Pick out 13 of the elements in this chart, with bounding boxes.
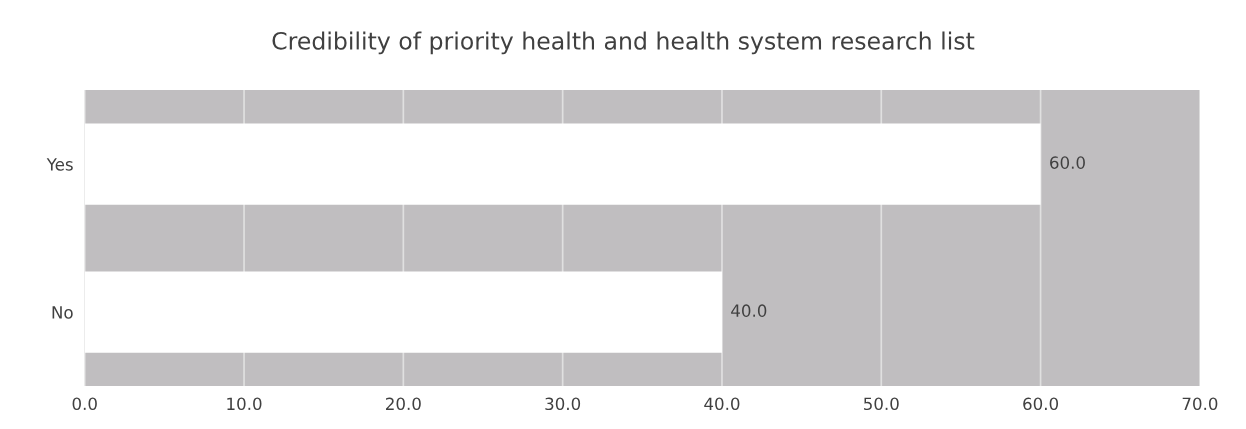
y-tick-label: Yes: [46, 158, 73, 171]
x-tick-label: 60.0: [1023, 397, 1059, 411]
x-tick-label: 40.0: [704, 397, 740, 411]
y-tick-label: No: [52, 306, 73, 319]
x-tick-label: 50.0: [864, 397, 899, 411]
x-tick-label: 0.0: [72, 397, 97, 411]
x-tick-label: 20.0: [386, 397, 421, 411]
x-tick-label: 30.0: [545, 397, 581, 411]
x-tick-label: 10.0: [227, 397, 262, 411]
x-tick-label: 70.0: [1182, 397, 1218, 411]
chart-title: Credibility of priority health and health system research list: [272, 31, 975, 55]
text: 40.0: [731, 304, 767, 317]
text: 60.0: [1050, 156, 1085, 169]
